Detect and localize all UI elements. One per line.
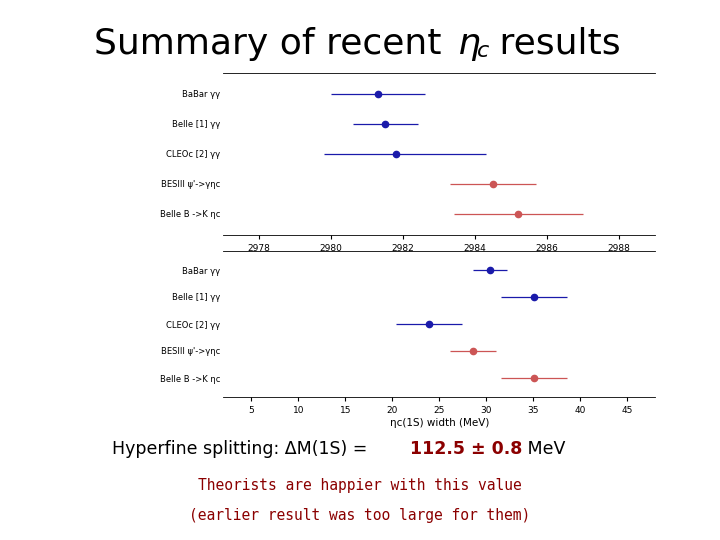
Text: c: c: [477, 40, 490, 60]
X-axis label: ηc(1S) mass (MeV/c²): ηc(1S) mass (MeV/c²): [384, 256, 495, 266]
Text: Summary of recent: Summary of recent: [94, 27, 453, 61]
Text: 112.5 ± 0.8: 112.5 ± 0.8: [410, 440, 523, 458]
Text: (earlier result was too large for them): (earlier result was too large for them): [189, 508, 531, 523]
Text: MeV: MeV: [522, 440, 565, 458]
Text: Hyperfine splitting: ΔM(1S) =: Hyperfine splitting: ΔM(1S) =: [112, 440, 372, 458]
Text: results: results: [488, 27, 621, 61]
X-axis label: ηc(1S) width (MeV): ηc(1S) width (MeV): [390, 418, 489, 428]
Text: Theorists are happier with this value: Theorists are happier with this value: [198, 478, 522, 493]
Text: η: η: [458, 27, 481, 61]
